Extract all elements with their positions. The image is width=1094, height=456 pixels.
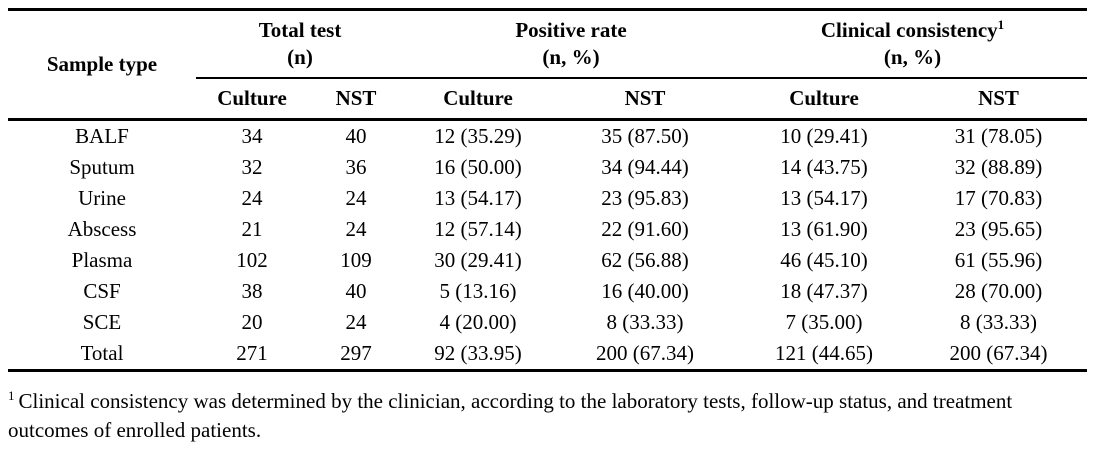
sample-type-cell: Urine	[78, 186, 126, 210]
total-test-nst-cell: 40	[345, 279, 367, 303]
positive-rate-culture-cell: 13 (54.17)	[434, 186, 522, 210]
total-test-nst-cell: 24	[345, 310, 367, 334]
column-group-total-test-label: Total test	[258, 18, 342, 42]
sample-type-cell: Abscess	[67, 217, 137, 241]
total-test-culture-cell: 24	[241, 186, 263, 210]
total-test-culture-cell: 38	[241, 279, 263, 303]
sample-type-cell: CSF	[83, 279, 121, 303]
column-group-clinical-consistency: Clinical consistency1 (n, %)	[738, 9, 1088, 79]
positive-rate-nst-cell: 34 (94.44)	[601, 155, 689, 179]
consistency-culture-cell: 13 (54.17)	[780, 186, 868, 210]
positive-rate-nst-cell: 16 (40.00)	[601, 279, 689, 303]
column-group-total-test: Total test (n)	[196, 9, 405, 79]
column-group-row: Sample type Total test (n) Positive rate…	[8, 9, 1088, 121]
table-row-total: Total 271 297 92 (33.95) 200 (67.34) 121…	[8, 338, 1087, 371]
positive-rate-nst-cell: 62 (56.88)	[601, 248, 689, 272]
positive-rate-nst-cell: 200 (67.34)	[596, 341, 695, 365]
table-row-sputum: Sputum 32 36 16 (50.00) 34 (94.44) 14 (4…	[8, 152, 1087, 183]
table-row-csf: CSF 38 40 5 (13.16) 16 (40.00) 18 (47.37…	[8, 276, 1087, 307]
consistency-nst-cell: 200 (67.34)	[949, 341, 1048, 365]
sample-type-cell: Sputum	[69, 155, 135, 179]
positive-rate-culture-cell: 5 (13.16)	[439, 279, 517, 303]
consistency-nst-cell: 17 (70.83)	[954, 186, 1043, 210]
consistency-nst-cell: 23 (95.65)	[954, 217, 1043, 241]
table-footnote: 1 Clinical consistency was determined by …	[8, 387, 1060, 445]
subheader-row: Culture NST Culture NST Culture NST	[8, 78, 1088, 121]
subheader-consistency-nst: NST	[910, 78, 1088, 121]
footnote-text: Clinical consistency was determined by t…	[8, 389, 1013, 442]
column-group-positive-rate-unit: (n, %)	[542, 45, 600, 69]
consistency-culture-cell: 121 (44.65)	[775, 341, 874, 365]
total-test-culture-cell: 34	[241, 124, 263, 148]
table-row-abscess: Abscess 21 24 12 (57.14) 22 (91.60) 13 (…	[8, 214, 1087, 245]
total-test-nst-cell: 40	[345, 124, 367, 148]
column-group-total-test-unit: (n)	[287, 45, 313, 69]
consistency-culture-cell: 7 (35.00)	[785, 310, 863, 334]
total-test-culture-cell: 21	[241, 217, 263, 241]
sample-type-cell: BALF	[75, 124, 129, 148]
consistency-culture-cell: 14 (43.75)	[780, 155, 868, 179]
footnote-marker: 1	[997, 17, 1005, 32]
sample-type-cell: Plasma	[71, 248, 133, 272]
results-table-container: Sample type Total test (n) Positive rate…	[8, 8, 1088, 372]
consistency-nst-cell: 61 (55.96)	[954, 248, 1043, 272]
subheader-total-culture: Culture	[196, 78, 308, 121]
total-test-culture-cell: 271	[236, 341, 268, 365]
total-test-culture-cell: 20	[241, 310, 263, 334]
positive-rate-culture-cell: 16 (50.00)	[434, 155, 522, 179]
column-header-sample-type: Sample type	[8, 9, 196, 121]
consistency-nst-cell: 31 (78.05)	[954, 124, 1043, 148]
column-group-positive-rate-label: Positive rate	[515, 18, 627, 42]
column-group-positive-rate: Positive rate (n, %)	[404, 9, 739, 79]
positive-rate-nst-cell: 23 (95.83)	[601, 186, 689, 210]
subheader-positive-nst: NST	[552, 78, 739, 121]
table-row-urine: Urine 24 24 13 (54.17) 23 (95.83) 13 (54…	[8, 183, 1087, 214]
subheader-consistency-culture: Culture	[738, 78, 911, 121]
positive-rate-culture-cell: 12 (57.14)	[434, 217, 522, 241]
consistency-nst-cell: 8 (33.33)	[960, 310, 1038, 334]
consistency-culture-cell: 46 (45.10)	[780, 248, 868, 272]
column-group-clinical-consistency-label: Clinical consistency	[820, 18, 998, 42]
footnote-marker: 1	[8, 388, 15, 403]
column-group-clinical-consistency-unit: (n, %)	[883, 45, 942, 69]
total-test-nst-cell: 297	[340, 341, 372, 365]
table-row-sce: SCE 20 24 4 (20.00) 8 (33.33) 7 (35.00) …	[8, 307, 1087, 338]
positive-rate-nst-cell: 8 (33.33)	[606, 310, 684, 334]
positive-rate-culture-cell: 12 (35.29)	[434, 124, 522, 148]
consistency-nst-cell: 28 (70.00)	[954, 279, 1043, 303]
total-test-culture-cell: 32	[241, 155, 263, 179]
consistency-culture-cell: 10 (29.41)	[780, 124, 868, 148]
table-row-balf: BALF 34 40 12 (35.29) 35 (87.50) 10 (29.…	[8, 120, 1087, 153]
positive-rate-culture-cell: 30 (29.41)	[434, 248, 522, 272]
consistency-nst-cell: 32 (88.89)	[954, 155, 1043, 179]
positive-rate-nst-cell: 22 (91.60)	[601, 217, 689, 241]
total-test-nst-cell: 24	[345, 186, 367, 210]
sample-results-table: Sample type Total test (n) Positive rate…	[8, 8, 1088, 372]
positive-rate-culture-cell: 4 (20.00)	[439, 310, 517, 334]
table-row-plasma: Plasma 102 109 30 (29.41) 62 (56.88) 46 …	[8, 245, 1087, 276]
sample-type-cell: SCE	[82, 310, 122, 334]
total-test-nst-cell: 109	[340, 248, 372, 272]
subheader-total-nst: NST	[308, 78, 405, 121]
positive-rate-culture-cell: 92 (33.95)	[434, 341, 522, 365]
consistency-culture-cell: 18 (47.37)	[780, 279, 868, 303]
consistency-culture-cell: 13 (61.90)	[780, 217, 868, 241]
sample-type-cell: Total	[80, 341, 124, 365]
positive-rate-nst-cell: 35 (87.50)	[601, 124, 689, 148]
subheader-positive-culture: Culture	[404, 78, 553, 121]
total-test-nst-cell: 24	[345, 217, 367, 241]
total-test-nst-cell: 36	[345, 155, 367, 179]
total-test-culture-cell: 102	[236, 248, 268, 272]
